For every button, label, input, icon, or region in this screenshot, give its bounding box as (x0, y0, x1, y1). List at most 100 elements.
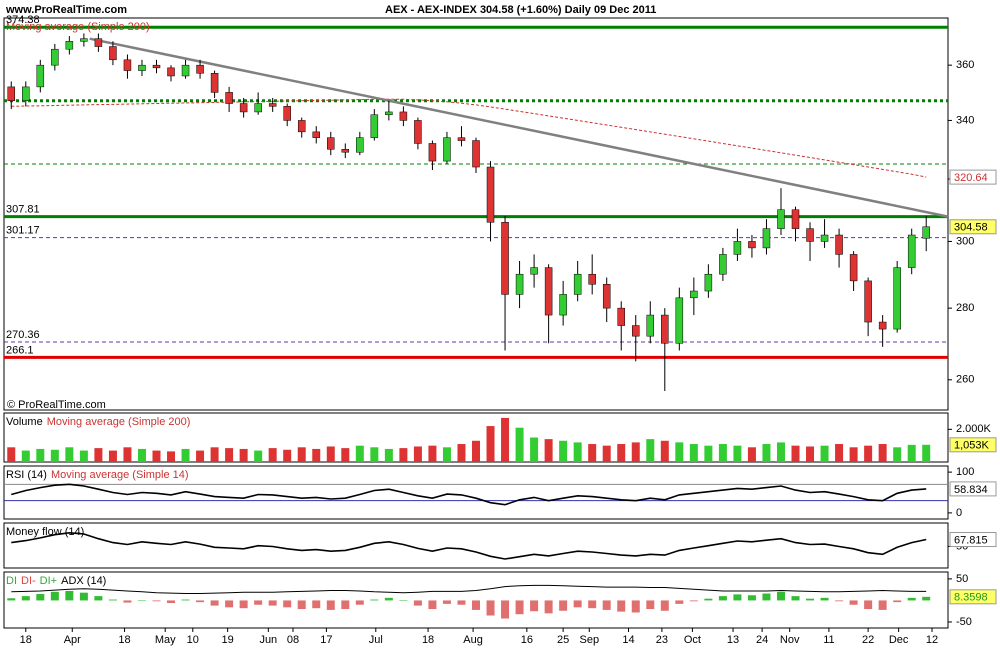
bar (559, 440, 568, 462)
candle-body (501, 222, 509, 295)
candle-body (196, 64, 204, 74)
candle-body (573, 273, 582, 295)
bar (50, 591, 59, 601)
value-box (949, 169, 997, 185)
bar (341, 448, 350, 462)
bar (573, 600, 582, 608)
bar (907, 597, 916, 601)
bar (922, 596, 931, 601)
candle-body (893, 267, 901, 330)
candle-body (544, 267, 553, 316)
x-tick-label: 11 (823, 634, 834, 646)
candle-body (123, 59, 132, 71)
y-tick-label: 340 (956, 114, 974, 126)
candle-body (559, 294, 567, 316)
x-tick-label: 24 (756, 634, 768, 646)
bar (689, 600, 698, 602)
candle-body (530, 267, 538, 275)
value-box (949, 481, 997, 497)
candle-body (356, 137, 364, 153)
bar (515, 427, 524, 462)
bar (399, 448, 408, 462)
bar (864, 445, 873, 462)
bar (660, 600, 669, 611)
bar (167, 451, 176, 462)
x-tick-label: Aug (463, 634, 483, 646)
bar (791, 445, 800, 462)
panel-legend: Moving average (Simple 14) (51, 469, 189, 481)
bar (94, 596, 103, 601)
candle-body (181, 64, 190, 77)
bar (864, 600, 873, 610)
candle-body (733, 241, 742, 255)
bar (675, 600, 684, 604)
x-tick-label: Oct (684, 634, 701, 646)
candle-body (690, 290, 698, 299)
candle-body (806, 228, 814, 242)
bar (297, 600, 306, 610)
bar (820, 445, 829, 462)
bar (878, 444, 887, 462)
bar (239, 448, 248, 462)
candle-body (835, 234, 843, 255)
bar (602, 600, 611, 610)
candle-body (283, 106, 291, 121)
candle-body (878, 321, 887, 330)
bar (617, 600, 626, 612)
bar (326, 600, 335, 610)
bar (602, 445, 611, 462)
panel-frame (3, 465, 949, 520)
bar (312, 448, 321, 462)
bar (530, 600, 539, 612)
bar (559, 600, 568, 611)
candle-body (341, 149, 350, 153)
bar (152, 600, 161, 602)
y-tick-label: 260 (956, 374, 974, 386)
candle-body (312, 131, 320, 138)
bar (457, 444, 466, 462)
panel-legend: Moving average (Simple 200) (6, 21, 150, 33)
bar (631, 442, 640, 462)
x-tick-label: 23 (656, 634, 668, 646)
bar (573, 442, 582, 462)
candle-body (777, 209, 785, 229)
bar (675, 442, 684, 462)
x-tick-label: May (155, 634, 176, 646)
bar (36, 593, 45, 601)
panel-frame (3, 571, 949, 629)
bar (7, 598, 16, 601)
candle-body (486, 166, 495, 223)
trend-line (89, 37, 949, 218)
indicator-line (11, 531, 927, 560)
bar (428, 445, 437, 462)
value-box (949, 589, 997, 605)
bar (137, 448, 146, 462)
x-tick-label: 22 (862, 634, 874, 646)
bar (486, 600, 495, 616)
candle-body (922, 226, 930, 239)
x-tick-label: Sep (579, 634, 599, 646)
value-box-label: 320.64 (954, 172, 988, 184)
bar (210, 447, 219, 462)
bar (646, 600, 655, 610)
chart-title: AEX - AEX-INDEX 304.58 (+1.60%) Daily 09… (385, 4, 656, 16)
copyright: © ProRealTime.com (7, 399, 106, 411)
value-box-label: 8.3598 (954, 592, 988, 604)
bar (762, 593, 771, 601)
bar (747, 447, 756, 462)
panel-legend: RSI (14) (6, 469, 47, 481)
bar (413, 600, 422, 606)
bar (181, 599, 190, 601)
bar (762, 444, 771, 462)
bar (718, 444, 727, 462)
bar (283, 449, 292, 462)
bar (457, 600, 466, 605)
bar (326, 446, 335, 462)
bar (907, 444, 916, 462)
candle-body (138, 64, 146, 71)
x-tick-label: Jun (259, 634, 277, 646)
bar (849, 600, 858, 605)
y-tick-label: 0 (956, 507, 962, 519)
bar (617, 444, 626, 462)
bar (718, 596, 727, 601)
